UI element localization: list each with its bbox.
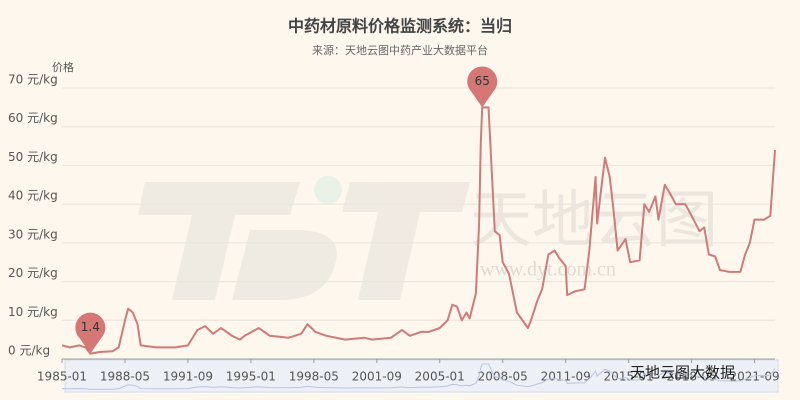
logo-shape	[342, 182, 470, 300]
zoom-slider[interactable]	[64, 359, 779, 393]
y-tick-label: 0 元/kg	[8, 344, 50, 358]
logo-shape	[138, 182, 300, 300]
x-tick-label: 1991-09	[163, 370, 213, 384]
mark-label: 65	[475, 74, 490, 88]
x-tick-label: 1988-05	[100, 370, 150, 384]
series-line	[61, 106, 776, 355]
mark-label: 1.4	[81, 320, 100, 334]
x-tick-label: 1985-01	[37, 370, 87, 384]
y-tick-label: 10 元/kg	[8, 305, 58, 319]
chart-title: 中药材原料价格监测系统：当归	[288, 17, 512, 36]
logo-dot	[314, 176, 342, 204]
slider-preview	[61, 363, 776, 390]
y-tick-label: 40 元/kg	[8, 189, 58, 203]
mark-pin	[467, 66, 498, 108]
x-tick-label: 2011-09	[541, 370, 591, 384]
x-tick-label: 2008-05	[478, 370, 528, 384]
chart-subtitle: 来源：天地云图中药产业大数据平台	[312, 43, 488, 57]
y-tick-label: 30 元/kg	[8, 227, 58, 241]
wechat-watermark: 天地云图大数据	[630, 364, 735, 382]
mark-pin	[75, 312, 106, 354]
y-tick-label: 50 元/kg	[8, 150, 58, 164]
logo-shape	[232, 230, 337, 300]
y-tick-label: 60 元/kg	[8, 111, 58, 125]
x-tick-label: 2015-01	[604, 370, 654, 384]
watermark-logo	[138, 176, 470, 300]
y-tick-label: 20 元/kg	[8, 266, 58, 280]
x-tick-label: 1998-05	[289, 370, 339, 384]
watermark-url: www.dyt.com.cn	[480, 259, 616, 281]
x-tick-label: 1995-01	[226, 370, 276, 384]
x-tick-label: 2005-01	[415, 370, 465, 384]
y-tick-label: 70 元/kg	[8, 73, 58, 87]
x-tick-label: 2001-09	[352, 370, 402, 384]
x-tick-label: 2018-05	[667, 370, 717, 384]
y-axis-label: 价格	[52, 60, 74, 74]
